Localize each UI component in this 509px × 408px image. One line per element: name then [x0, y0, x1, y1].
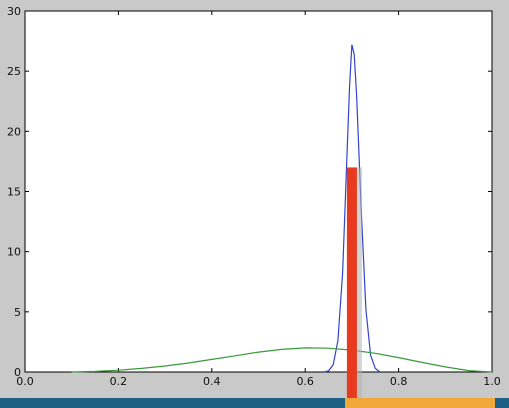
- y-tick-label: 5: [14, 306, 21, 319]
- series-line-2: [71, 347, 493, 373]
- x-tick-label: 0.8: [390, 375, 408, 388]
- bottom-bar: [0, 398, 509, 408]
- series-line-1: [323, 44, 381, 373]
- y-tick-label: 20: [7, 125, 21, 138]
- plot-area: [24, 10, 493, 373]
- y-tick-label: 30: [7, 5, 21, 18]
- marker-bar: [346, 167, 357, 400]
- y-tick-label: 15: [7, 186, 21, 199]
- x-tick-label: 0.0: [16, 375, 34, 388]
- bottom-accent-strip: [345, 398, 495, 408]
- y-tick-label: 25: [7, 65, 21, 78]
- x-tick-label: 1.0: [483, 375, 501, 388]
- x-tick-label: 0.4: [203, 375, 221, 388]
- x-tick-label: 0.2: [110, 375, 128, 388]
- x-tick-label: 0.6: [296, 375, 314, 388]
- marker-bar-shadow: [355, 167, 362, 398]
- y-tick-label: 10: [7, 246, 21, 259]
- y-tick-label: 0: [14, 366, 21, 379]
